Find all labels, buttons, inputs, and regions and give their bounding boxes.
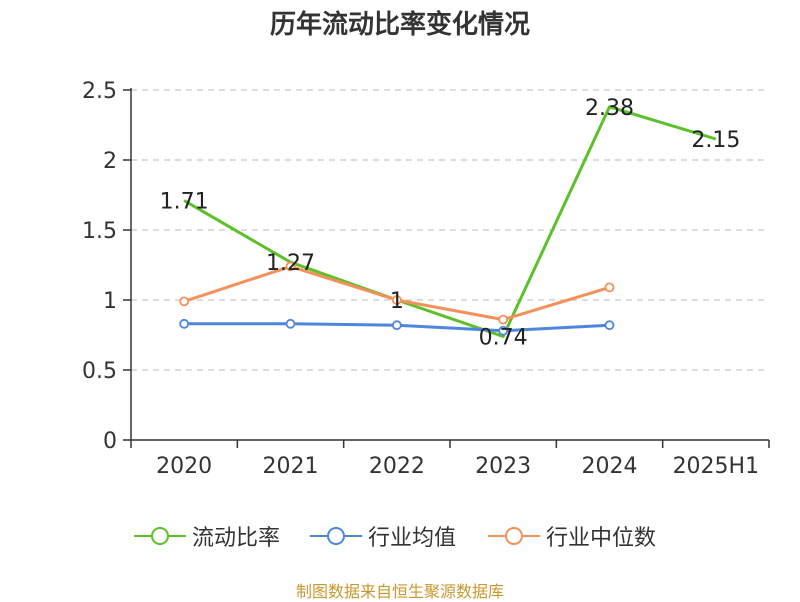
y-tick-label: 1 [103, 289, 117, 314]
data-label: 2.15 [691, 128, 740, 153]
data-label: 1.27 [266, 251, 315, 276]
data-labels: 1.71 1.27 1 0.74 2.38 2.15 [160, 96, 741, 351]
series-layer [179, 105, 717, 338]
legend-label: 行业均值 [368, 526, 457, 551]
series-point[interactable] [391, 295, 402, 305]
legend-label: 流动比率 [192, 526, 281, 551]
series-point[interactable] [179, 296, 190, 307]
data-label: 1 [390, 289, 404, 314]
x-tick-label: 2022 [369, 454, 425, 479]
y-tick-label: 1.5 [82, 219, 117, 244]
legend-line-marker-icon [310, 527, 362, 545]
series-point[interactable] [391, 320, 402, 331]
y-tick-label: 2.5 [82, 79, 117, 104]
legend: 流动比率 行业均值 行业中位数 [0, 518, 800, 558]
series-line[interactable] [183, 105, 717, 338]
legend-item-industry-median[interactable]: 行业中位数 [488, 518, 656, 554]
data-label: 2.38 [585, 96, 634, 121]
x-tick-label: 2025H1 [673, 454, 760, 479]
legend-line-marker-icon [134, 527, 186, 545]
source-note: 制图数据来自恒生聚源数据库 [295, 582, 504, 601]
series-point[interactable] [179, 318, 190, 329]
y-tick-label: 2 [103, 149, 117, 174]
series-point[interactable] [498, 325, 509, 336]
legend-item-industry-mean[interactable]: 行业均值 [310, 518, 456, 554]
y-tick-label: 0.5 [82, 359, 117, 384]
x-tick-label: 2020 [156, 454, 212, 479]
series-point[interactable] [285, 318, 296, 329]
series-point[interactable] [498, 314, 509, 325]
data-label: 0.74 [479, 325, 528, 350]
x-tick-label: 2021 [263, 454, 319, 479]
x-tick-label: 2023 [475, 454, 531, 479]
series-point[interactable] [604, 282, 615, 293]
series-point[interactable] [604, 320, 615, 331]
y-tick-label: 0 [103, 429, 117, 454]
grid-lines [131, 89, 769, 371]
legend-item-current-ratio[interactable]: 流动比率 [134, 518, 280, 554]
axes: 0 0.5 1 1.5 2 2.5 2020 2021 2022 2023 2024 2025H1 [82, 79, 770, 479]
series-point[interactable] [285, 261, 296, 272]
legend-label: 行业中位数 [546, 526, 657, 551]
data-label: 1.71 [160, 190, 209, 215]
x-tick-label: 2024 [582, 454, 638, 479]
legend-line-marker-icon [488, 527, 540, 545]
chart-title: 历年流动比率变化情况 [269, 10, 530, 40]
